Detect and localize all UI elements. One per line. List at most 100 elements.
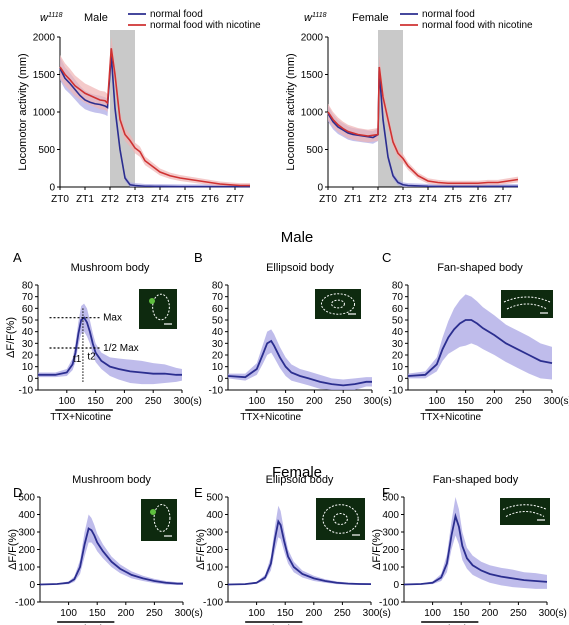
- y-tick-label: 100: [382, 563, 399, 574]
- y-tick-label: 0: [217, 580, 223, 591]
- legend-label: normal food with nicotine: [422, 20, 533, 31]
- x-tick-label: 200: [306, 396, 323, 407]
- section-title-female: Female: [272, 464, 322, 481]
- x-tick-label: ZT6: [469, 194, 487, 205]
- y-tick-label: 100: [18, 563, 35, 574]
- y-tick-label: 50: [22, 316, 34, 327]
- x-tick-label: 250: [510, 608, 527, 619]
- x-tick-label: ZT1: [76, 194, 94, 205]
- y-axis-label: ΔF/F(%): [7, 529, 19, 570]
- x-axis-unit: (s): [379, 608, 391, 619]
- region-outline: [152, 293, 170, 321]
- series-error-band: [328, 55, 518, 186]
- panel-title: Fan-shaped body: [433, 474, 519, 486]
- x-tick-label: 100: [58, 396, 75, 407]
- y-tick-label: 50: [392, 316, 404, 327]
- y-tick-label: 200: [206, 545, 223, 556]
- x-tick-label: ZT3: [126, 194, 144, 205]
- x-axis-unit: (s): [560, 396, 569, 407]
- x-tick-label: ZT3: [394, 194, 412, 205]
- y-tick-label: 500: [38, 145, 55, 156]
- y-axis-label: ΔF/F(%): [5, 317, 17, 358]
- x-tick-label: ZT5: [176, 194, 194, 205]
- genotype-base: w: [304, 12, 313, 24]
- x-tick-label: ZT7: [226, 194, 244, 205]
- y-tick-label: 70: [212, 292, 224, 303]
- panel-letter: C: [382, 250, 391, 265]
- y-tick-label: 10: [212, 362, 224, 373]
- y-tick-label: 1500: [301, 70, 324, 81]
- region-outline: [153, 504, 171, 532]
- stimulus-label: TTX+Nicotine: [50, 412, 111, 423]
- x-tick-label: 200: [117, 608, 134, 619]
- y-tick-label: 30: [212, 339, 224, 350]
- panel-letter: D: [13, 485, 22, 500]
- mean-trace: [39, 527, 183, 586]
- y-tick-label: 200: [382, 545, 399, 556]
- x-tick-label: 200: [481, 608, 498, 619]
- panel-title: Mushroom body: [71, 262, 150, 274]
- y-tick-label: 80: [22, 281, 34, 292]
- y-tick-label: 300: [206, 528, 223, 539]
- sem-band: [228, 505, 371, 586]
- sem-band: [408, 294, 552, 380]
- panel-letter: E: [194, 485, 203, 500]
- panel-title: Ellipsoid body: [266, 262, 334, 274]
- series-line: [327, 66, 519, 185]
- y-tick-label: 1000: [301, 108, 324, 119]
- sem-band: [228, 329, 372, 390]
- x-tick-label: ZT1: [344, 194, 362, 205]
- y-tick-label: 0: [393, 580, 399, 591]
- y-axis-label: ΔF/F(%): [195, 529, 207, 570]
- region-outline-inner: [331, 299, 345, 309]
- y-tick-label: 0: [217, 374, 223, 385]
- y-axis-label: ΔF/F(%): [371, 529, 383, 570]
- x-tick-label: 150: [277, 396, 294, 407]
- x-axis-unit: (s): [380, 396, 392, 407]
- region-outline: [503, 296, 551, 303]
- y-tick-label: 60: [212, 304, 224, 315]
- sem-band: [38, 303, 182, 385]
- x-tick-label: 100: [60, 608, 77, 619]
- region-outline: [322, 504, 359, 534]
- chart-title: Female: [352, 12, 389, 24]
- y-tick-label: -100: [379, 598, 399, 609]
- y-tick-label: 40: [392, 327, 404, 338]
- mushroom-body-micrograph-icon: [141, 499, 177, 541]
- y-tick-label: 30: [392, 339, 404, 350]
- x-axis-unit: (s): [555, 608, 567, 619]
- y-tick-label: 10: [392, 362, 404, 373]
- x-tick-label: 200: [116, 396, 133, 407]
- y-tick-label: 20: [212, 351, 224, 362]
- y-tick-label: 0: [49, 183, 55, 194]
- fan-shaped-body-micrograph-icon: [500, 498, 550, 525]
- legend-label: normal food: [422, 9, 475, 20]
- mean-trace: [227, 339, 372, 387]
- y-tick-label: 100: [206, 563, 223, 574]
- y-tick-label: 60: [22, 304, 34, 315]
- chart-title: Male: [84, 12, 108, 24]
- panel-title: Mushroom body: [72, 474, 151, 486]
- y-tick-label: 80: [392, 281, 404, 292]
- y-tick-label: 400: [18, 510, 35, 521]
- region-outline-inner: [505, 511, 545, 517]
- genotype-superscript: 1118: [48, 12, 63, 19]
- legend-label: normal food: [150, 9, 203, 20]
- x-tick-label: ZT5: [444, 194, 462, 205]
- mushroom-body-micrograph-icon: [139, 289, 177, 329]
- y-tick-label: 0: [317, 183, 323, 194]
- y-tick-label: 500: [206, 493, 223, 504]
- x-tick-label: 100: [424, 608, 441, 619]
- genotype-label: w1118: [304, 12, 327, 24]
- genotype-base: w: [40, 12, 49, 24]
- y-axis-label: Locomotor activity (mm): [285, 53, 297, 170]
- x-tick-label: 150: [457, 396, 474, 407]
- x-axis-unit: (s): [190, 396, 202, 407]
- x-tick-label: 100: [248, 608, 265, 619]
- y-tick-label: 0: [27, 374, 33, 385]
- y-tick-label: 2000: [301, 33, 324, 44]
- x-tick-label: 250: [335, 396, 352, 407]
- region-outline-inner: [333, 513, 348, 525]
- x-tick-label: ZT2: [369, 194, 387, 205]
